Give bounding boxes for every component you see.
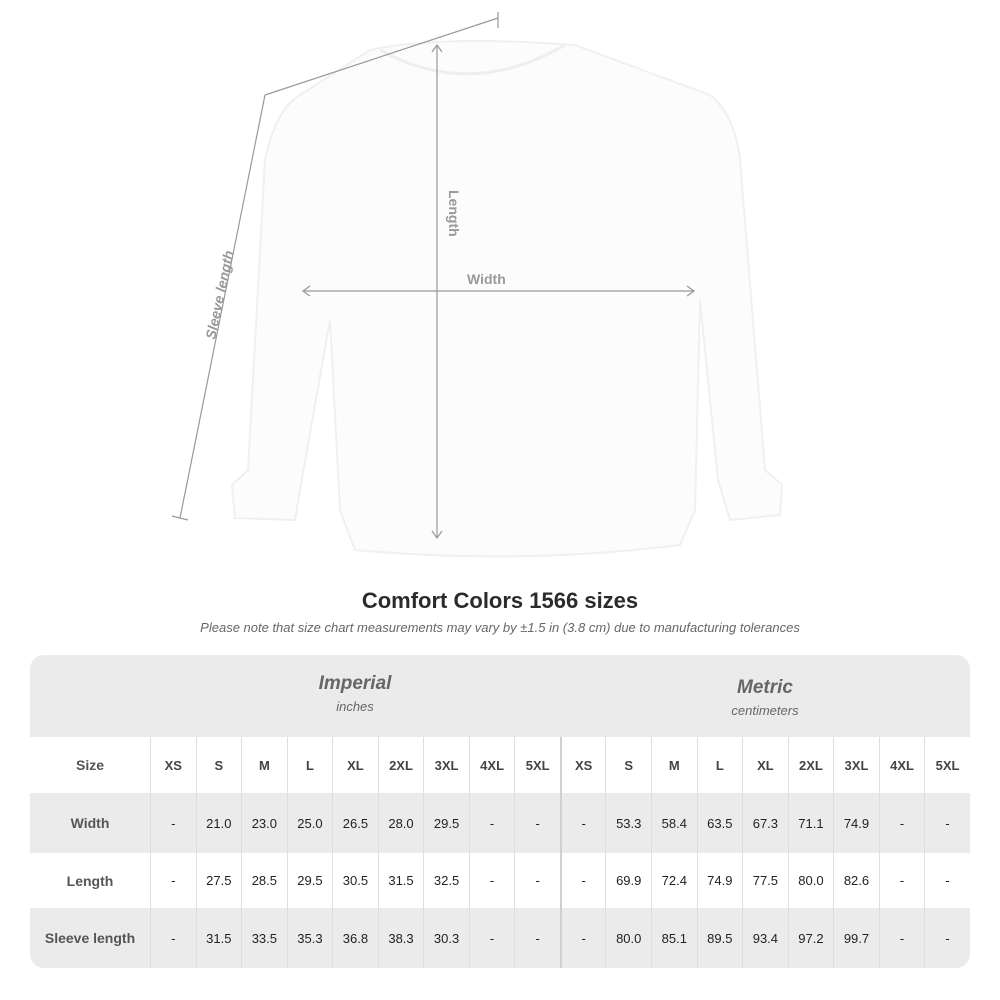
value-cell: 29.5 [423, 793, 469, 853]
value-cell: - [559, 908, 606, 968]
group-unit: centimeters [731, 703, 799, 718]
value-cell: - [468, 793, 515, 853]
size-header-cell: XL [332, 737, 378, 793]
value-cell: 80.0 [787, 853, 834, 908]
size-header-cell: 5XL [514, 737, 560, 793]
value-cell: 38.3 [377, 908, 424, 968]
value-cell: 82.6 [833, 853, 879, 908]
size-table: Imperial inches Metric centimeters Size X… [30, 655, 970, 968]
value-cell: - [468, 908, 515, 968]
chart-title: Comfort Colors 1566 sizes [361, 588, 639, 613]
value-cell: 67.3 [742, 793, 788, 853]
value-cell: 28.0 [377, 793, 424, 853]
value-cell: - [559, 793, 606, 853]
size-header-cell: 4XL [468, 737, 515, 793]
row-label: Sleeve length [44, 930, 136, 946]
group-name: Metric [737, 677, 793, 698]
value-cell: - [150, 908, 196, 968]
group-name: Imperial [318, 673, 392, 694]
value-cell: 36.8 [332, 908, 378, 968]
size-header-row: Size XS S M L XL 2XL 3XL 4XL 5XL XS S M L XL 2XL 3XL 4XL 5… [30, 737, 970, 793]
value-cell: 97.2 [787, 908, 834, 968]
value-cell: 71.1 [787, 793, 834, 853]
value-cell: 72.4 [651, 853, 697, 908]
value-cell: - [924, 793, 970, 853]
size-header-cell: L [286, 737, 333, 793]
value-cell: 74.9 [833, 793, 879, 853]
value-cell: 35.3 [286, 908, 333, 968]
size-header-cell: 4XL [878, 737, 925, 793]
value-cell: 28.5 [241, 853, 287, 908]
value-cell: - [924, 853, 970, 908]
value-cell: - [150, 853, 196, 908]
row-label: Size [75, 757, 104, 773]
row-label: Width [70, 815, 110, 831]
value-cell: 26.5 [332, 793, 378, 853]
value-cell: 27.5 [195, 853, 242, 908]
size-header-cell: S [605, 737, 651, 793]
size-header-cell: XS [559, 737, 606, 793]
value-cell: 80.0 [605, 908, 651, 968]
value-cell: - [924, 908, 970, 968]
value-cell: 33.5 [241, 908, 287, 968]
table-row: Width -21.0 23.0 25.0 26.5 28.0 29.5- - -53.3 58.… [30, 793, 970, 853]
value-cell: 21.0 [195, 793, 242, 853]
length-label: Length [446, 190, 462, 237]
size-header-cell: XS [150, 737, 196, 793]
value-cell: 99.7 [833, 908, 879, 968]
sweatshirt-image [230, 40, 784, 558]
size-header-cell: M [651, 737, 697, 793]
value-cell: 31.5 [195, 908, 242, 968]
value-cell: 77.5 [742, 853, 788, 908]
sweatshirt-diagram: Sleeve length Length Width [171, 12, 784, 558]
imperial-header: Imperial inches [150, 655, 560, 737]
value-cell: 74.9 [696, 853, 743, 908]
size-header-cell: XL [742, 737, 788, 793]
value-cell: 25.0 [286, 793, 333, 853]
value-cell: 63.5 [696, 793, 743, 853]
value-cell: - [468, 853, 515, 908]
size-header-cell: S [195, 737, 242, 793]
size-header-cell: 5XL [924, 737, 970, 793]
value-cell: 32.5 [423, 853, 469, 908]
value-cell: 53.3 [605, 793, 651, 853]
value-cell: 69.9 [605, 853, 651, 908]
value-cell: - [878, 853, 925, 908]
value-cell: - [878, 793, 925, 853]
value-cell: 89.5 [696, 908, 743, 968]
tolerance-note: Please note that size chart measurements… [200, 620, 800, 635]
value-cell: - [514, 853, 560, 908]
width-label: Width [467, 271, 506, 287]
table-row: Sleeve length -31.5 33.5 35.3 36.8 38.3 30.3- -… [30, 908, 970, 968]
size-header-cell: 3XL [423, 737, 469, 793]
value-cell: 93.4 [742, 908, 788, 968]
value-cell: 23.0 [241, 793, 287, 853]
sleeve-length-label: Sleeve length [202, 249, 236, 341]
size-header-cell: 2XL [787, 737, 834, 793]
value-cell: 29.5 [286, 853, 333, 908]
metric-header: Metric centimeters [560, 655, 970, 737]
value-cell: - [150, 793, 196, 853]
table-row: Length -27.5 28.5 29.5 30.5 31.5 32.5- - -69.9 72… [30, 853, 970, 908]
value-cell: 31.5 [377, 853, 424, 908]
value-cell: - [559, 853, 606, 908]
value-cell: 58.4 [651, 793, 697, 853]
size-header-cell: 2XL [377, 737, 424, 793]
size-header-cell: M [241, 737, 287, 793]
row-label: Length [66, 872, 114, 889]
value-cell: - [878, 908, 925, 968]
value-cell: - [514, 908, 560, 968]
size-header-cell: 3XL [833, 737, 879, 793]
value-cell: 85.1 [651, 908, 697, 968]
group-unit: inches [336, 699, 374, 714]
value-cell: 30.3 [423, 908, 469, 968]
value-cell: 30.5 [332, 853, 378, 908]
size-header-cell: L [696, 737, 743, 793]
value-cell: - [514, 793, 560, 853]
